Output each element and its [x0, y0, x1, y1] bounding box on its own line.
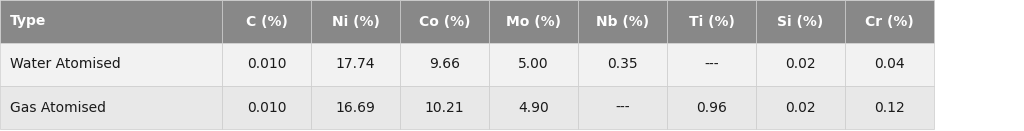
Text: Co (%): Co (%) — [419, 15, 470, 29]
Text: 0.12: 0.12 — [874, 100, 905, 114]
Bar — [845, 86, 934, 129]
Bar — [845, 43, 934, 86]
Bar — [400, 86, 489, 129]
Bar — [667, 43, 756, 86]
Text: 0.35: 0.35 — [607, 58, 638, 72]
Text: 4.90: 4.90 — [518, 100, 549, 114]
Bar — [400, 43, 489, 86]
Bar — [489, 0, 578, 43]
Bar — [311, 86, 400, 129]
Bar — [578, 86, 667, 129]
Bar — [222, 0, 311, 43]
Bar — [0, 43, 222, 86]
Text: 9.66: 9.66 — [429, 58, 460, 72]
Text: Si (%): Si (%) — [777, 15, 823, 29]
Text: 16.69: 16.69 — [336, 100, 376, 114]
Text: C (%): C (%) — [246, 15, 288, 29]
Bar — [578, 0, 667, 43]
Text: ---: --- — [615, 100, 630, 114]
Text: Cr (%): Cr (%) — [865, 15, 913, 29]
Text: 10.21: 10.21 — [425, 100, 464, 114]
Text: Mo (%): Mo (%) — [506, 15, 561, 29]
Text: Ti (%): Ti (%) — [688, 15, 734, 29]
Bar — [845, 0, 934, 43]
Text: Gas Atomised: Gas Atomised — [10, 100, 106, 114]
Bar — [489, 86, 578, 129]
Text: 0.010: 0.010 — [247, 58, 287, 72]
Bar — [756, 0, 845, 43]
Bar — [667, 86, 756, 129]
Bar — [667, 0, 756, 43]
Bar — [311, 43, 400, 86]
Bar — [489, 43, 578, 86]
Bar — [756, 43, 845, 86]
Text: 0.02: 0.02 — [785, 100, 816, 114]
Bar — [756, 86, 845, 129]
Bar — [222, 86, 311, 129]
Bar — [0, 86, 222, 129]
Text: 0.04: 0.04 — [874, 58, 905, 72]
Text: Nb (%): Nb (%) — [596, 15, 649, 29]
Text: 0.010: 0.010 — [247, 100, 287, 114]
Bar — [0, 0, 222, 43]
Bar — [311, 0, 400, 43]
Text: Type: Type — [10, 15, 46, 29]
Bar — [222, 43, 311, 86]
Bar — [400, 0, 489, 43]
Text: 17.74: 17.74 — [336, 58, 375, 72]
Text: 0.96: 0.96 — [696, 100, 727, 114]
Text: 5.00: 5.00 — [518, 58, 549, 72]
Text: 0.02: 0.02 — [785, 58, 816, 72]
Text: Water Atomised: Water Atomised — [10, 58, 121, 72]
Text: ---: --- — [705, 58, 719, 72]
Text: Ni (%): Ni (%) — [332, 15, 380, 29]
Bar — [578, 43, 667, 86]
